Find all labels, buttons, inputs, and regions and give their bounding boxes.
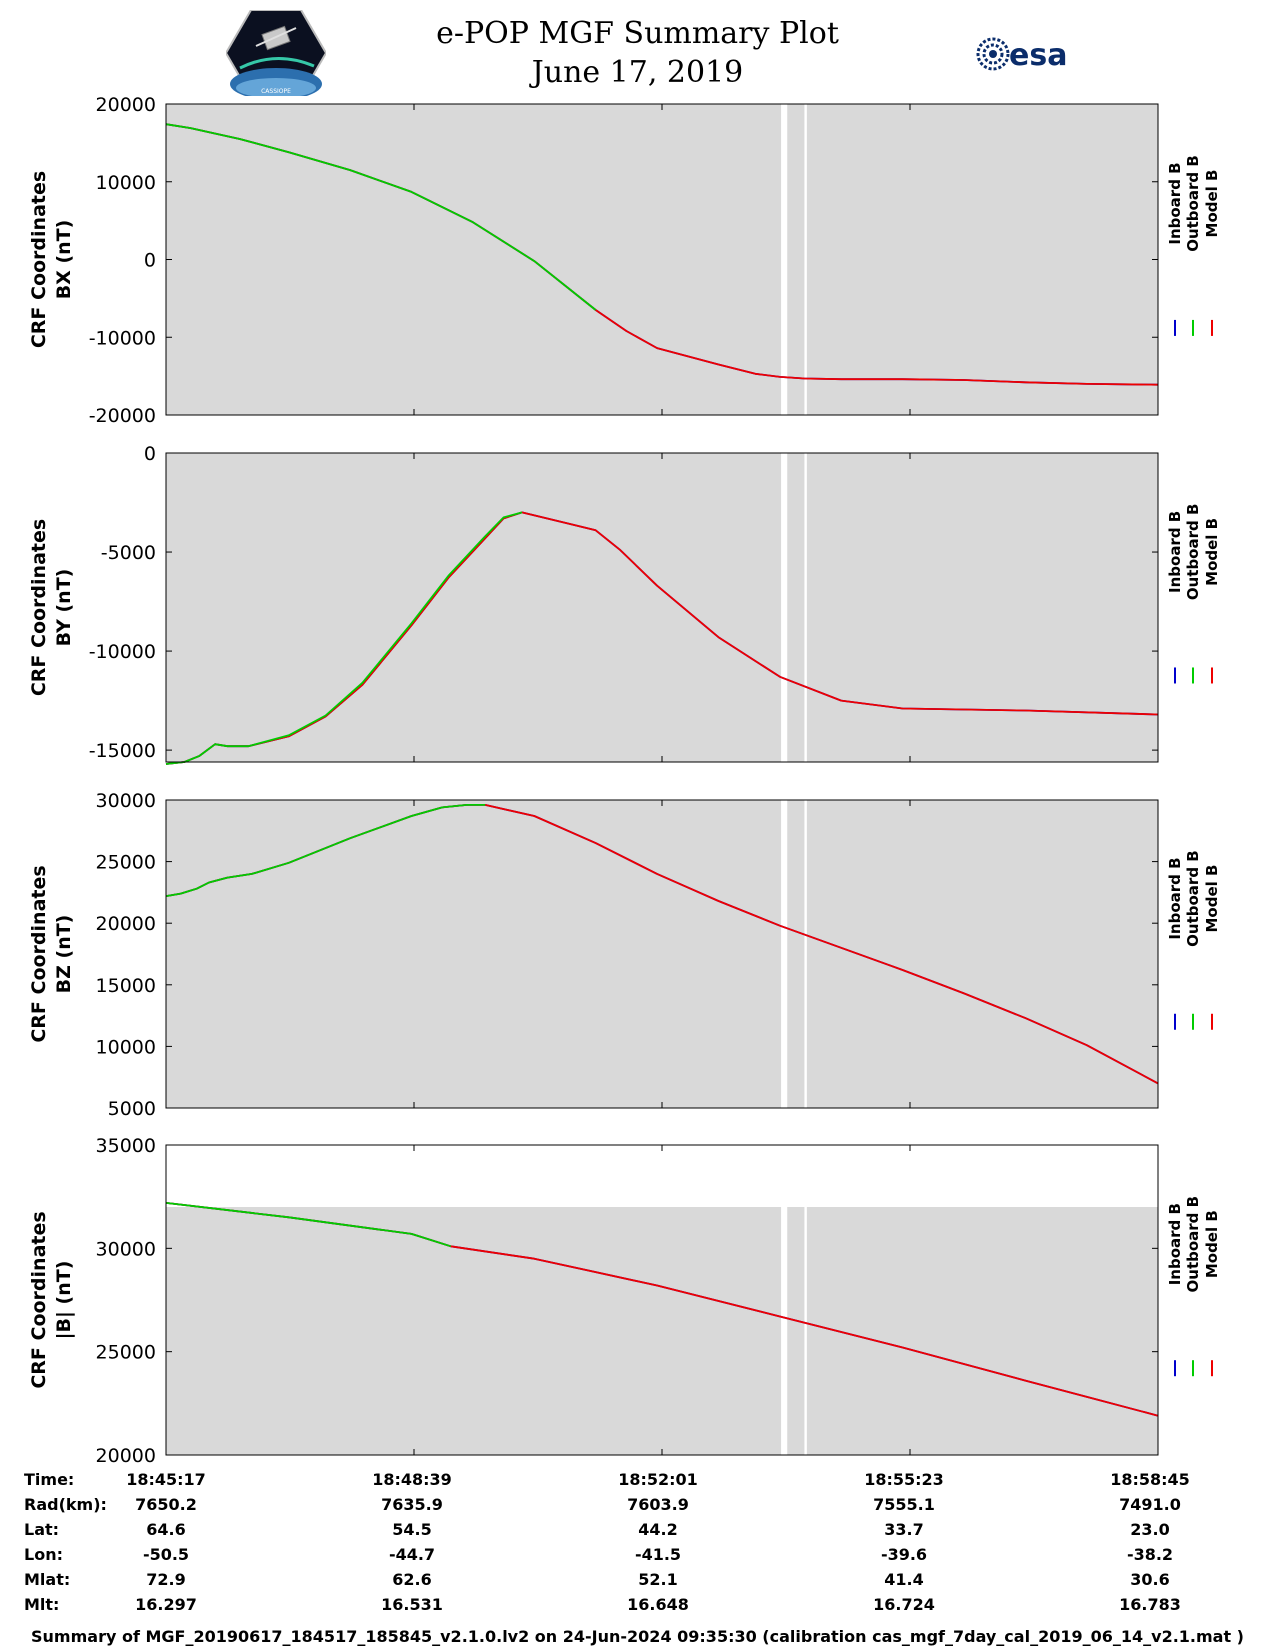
data-gap bbox=[804, 1207, 807, 1455]
esa-logo: esa bbox=[976, 37, 1067, 73]
series-line-outboard-b bbox=[165, 1202, 452, 1248]
data-gap bbox=[804, 453, 807, 762]
row-label-lon: Lon: bbox=[24, 1545, 63, 1564]
y-tick-label: 35000 bbox=[96, 1135, 156, 1157]
row-label-rad: Rad(km): bbox=[24, 1495, 107, 1514]
y-tick-label: 15000 bbox=[96, 975, 156, 997]
row-label-mlat: Mlat: bbox=[24, 1570, 71, 1589]
legend-entry: Outboard B bbox=[1184, 850, 1202, 947]
cell-lat: 44.2 bbox=[638, 1520, 678, 1539]
cell-mlt: 16.648 bbox=[627, 1595, 689, 1614]
plot-background bbox=[166, 453, 1158, 762]
cell-mlat: 62.6 bbox=[392, 1570, 432, 1589]
y-axis-label: CRF Coordinates bbox=[28, 865, 50, 1042]
legend-entry: Outboard B bbox=[1184, 504, 1202, 601]
legend-entry: Inboard B bbox=[1166, 162, 1184, 244]
y-axis-label: CRF Coordinates bbox=[28, 519, 50, 696]
cell-rad: 7603.9 bbox=[627, 1495, 689, 1514]
page-date: June 17, 2019 bbox=[531, 55, 744, 90]
cell-lat: 33.7 bbox=[884, 1520, 924, 1539]
y-axis-label: |B| (nT) bbox=[53, 1261, 75, 1340]
legend-entry: Inboard B bbox=[1166, 511, 1184, 593]
cell-lat: 54.5 bbox=[392, 1520, 432, 1539]
plot-background bbox=[166, 1207, 1158, 1455]
legend-entry: Model B bbox=[1203, 170, 1221, 238]
data-gap bbox=[781, 104, 788, 415]
y-tick-label: 25000 bbox=[96, 852, 156, 874]
cell-mlt: 16.531 bbox=[381, 1595, 443, 1614]
cell-mlat: 30.6 bbox=[1130, 1570, 1170, 1589]
y-axis-label: BX (nT) bbox=[53, 220, 75, 300]
cell-time: 18:55:23 bbox=[864, 1470, 944, 1489]
data-gap bbox=[781, 1207, 788, 1455]
cell-lat: 23.0 bbox=[1130, 1520, 1170, 1539]
cell-lon: -44.7 bbox=[388, 1545, 436, 1564]
cell-time: 18:48:39 bbox=[372, 1470, 452, 1489]
data-gap bbox=[781, 453, 788, 762]
cell-mlat: 41.4 bbox=[884, 1570, 924, 1589]
plot-background bbox=[166, 104, 1158, 415]
y-tick-label: -5000 bbox=[101, 542, 156, 564]
cassiope-logo: CASSIOPE bbox=[226, 10, 326, 96]
cassiope-logo-text: CASSIOPE bbox=[261, 88, 291, 95]
row-label-time: Time: bbox=[24, 1470, 75, 1489]
legend-entry: Outboard B bbox=[1184, 1196, 1202, 1293]
y-tick-label: 10000 bbox=[96, 1036, 156, 1058]
row-label-lat: Lat: bbox=[24, 1520, 60, 1539]
legend-entry: Model B bbox=[1203, 518, 1221, 586]
cell-lat: 64.6 bbox=[146, 1520, 186, 1539]
y-axis-label: CRF Coordinates bbox=[28, 1211, 50, 1388]
y-tick-label: -10000 bbox=[89, 641, 156, 663]
y-tick-label: 20000 bbox=[96, 913, 156, 935]
cell-mlt: 16.783 bbox=[1119, 1595, 1181, 1614]
legend-entry: Inboard B bbox=[1166, 1203, 1184, 1285]
cell-time: 18:45:17 bbox=[126, 1470, 206, 1489]
data-gap bbox=[781, 800, 788, 1108]
legend-entry: Inboard B bbox=[1166, 857, 1184, 939]
series-line-outboard-b bbox=[165, 804, 486, 897]
cell-rad: 7635.9 bbox=[381, 1495, 443, 1514]
cell-mlat: 52.1 bbox=[638, 1570, 678, 1589]
row-label-mlt: Mlt: bbox=[24, 1595, 60, 1614]
plot-background bbox=[166, 800, 1158, 1108]
y-tick-label: 0 bbox=[144, 250, 156, 272]
y-axis-label: CRF Coordinates bbox=[28, 171, 50, 348]
cell-mlt: 16.724 bbox=[873, 1595, 935, 1614]
cell-mlat: 72.9 bbox=[146, 1570, 186, 1589]
y-tick-label: 25000 bbox=[96, 1342, 156, 1364]
y-tick-label: 10000 bbox=[96, 172, 156, 194]
y-axis-label: BZ (nT) bbox=[53, 915, 75, 994]
cell-rad: 7491.0 bbox=[1119, 1495, 1181, 1514]
y-tick-label: -10000 bbox=[89, 327, 156, 349]
series-line-outboard-b bbox=[165, 511, 523, 765]
y-tick-label: -15000 bbox=[89, 740, 156, 762]
cell-rad: 7650.2 bbox=[135, 1495, 197, 1514]
y-tick-label: 5000 bbox=[108, 1098, 156, 1120]
cell-lon: -38.2 bbox=[1126, 1545, 1174, 1564]
esa-logo-text: esa bbox=[1009, 38, 1067, 73]
y-tick-label: 30000 bbox=[96, 790, 156, 812]
y-tick-label: 30000 bbox=[96, 1238, 156, 1260]
cell-lon: -41.5 bbox=[634, 1545, 682, 1564]
legend-entry: Model B bbox=[1203, 865, 1221, 933]
cell-lon: -39.6 bbox=[880, 1545, 928, 1564]
data-gap bbox=[804, 104, 807, 415]
data-gap bbox=[804, 800, 807, 1108]
legend-entry: Model B bbox=[1203, 1210, 1221, 1278]
y-tick-label: 0 bbox=[144, 443, 156, 465]
cell-time: 18:52:01 bbox=[618, 1470, 698, 1489]
series-line-outboard-b bbox=[165, 123, 597, 311]
y-axis-label: BY (nT) bbox=[53, 569, 75, 647]
cell-time: 18:58:45 bbox=[1110, 1470, 1190, 1489]
cell-mlt: 16.297 bbox=[135, 1595, 197, 1614]
y-tick-label: 20000 bbox=[96, 94, 156, 116]
page-title: e-POP MGF Summary Plot bbox=[436, 16, 839, 51]
legend-entry: Outboard B bbox=[1184, 155, 1202, 252]
cell-lon: -50.5 bbox=[142, 1545, 190, 1564]
footer-summary: Summary of MGF_20190617_184517_185845_v2… bbox=[31, 1627, 1244, 1646]
cell-rad: 7555.1 bbox=[873, 1495, 935, 1514]
y-tick-label: 20000 bbox=[96, 1445, 156, 1467]
y-tick-label: -20000 bbox=[89, 405, 156, 427]
